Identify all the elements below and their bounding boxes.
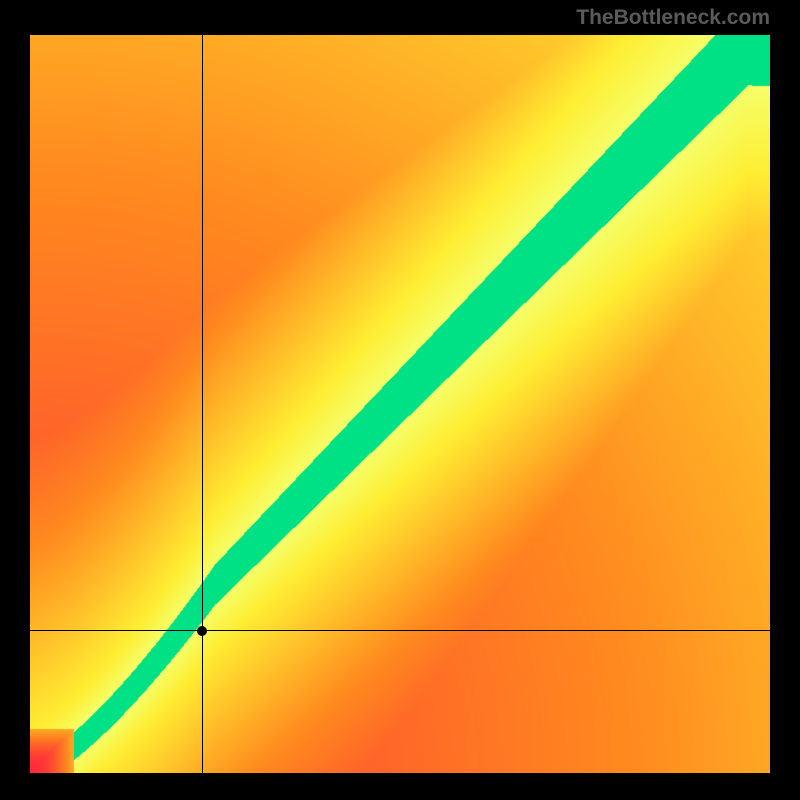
heatmap-plot <box>30 35 770 773</box>
data-point-marker <box>197 626 207 636</box>
crosshair-horizontal <box>30 630 770 631</box>
crosshair-vertical <box>202 35 203 773</box>
heatmap-canvas <box>30 35 770 773</box>
watermark-text: TheBottleneck.com <box>576 6 770 30</box>
chart-container: TheBottleneck.com <box>0 0 800 800</box>
